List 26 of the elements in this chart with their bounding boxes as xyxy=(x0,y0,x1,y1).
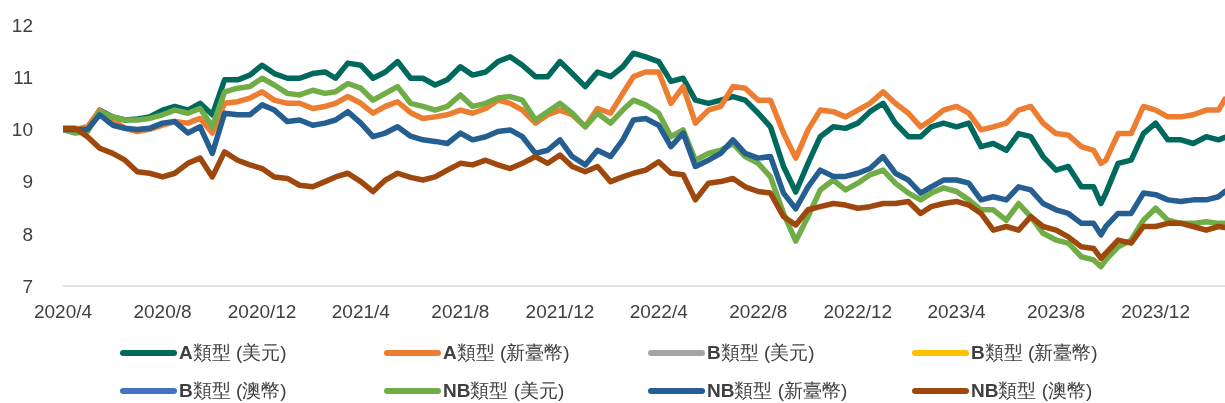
y-tick-label: 11 xyxy=(13,66,33,88)
x-tick-label: 2023/8 xyxy=(1027,301,1086,323)
legend-label: NB類型 (美元) xyxy=(443,380,565,401)
y-tick-label: 7 xyxy=(22,275,33,297)
x-tick-label: 2021/4 xyxy=(331,301,391,323)
legend-label: A類型 (美元) xyxy=(179,342,287,363)
y-tick-label: 8 xyxy=(22,223,33,245)
legend-label: NB類型 (新臺幣) xyxy=(707,380,848,401)
x-tick-label: 2023/12 xyxy=(1121,301,1190,323)
legend-label: NB類型 (澳幣) xyxy=(971,380,1093,401)
legend-label: B類型 (新臺幣) xyxy=(971,342,1098,363)
y-tick-label: 12 xyxy=(11,14,33,36)
y-tick-label: 10 xyxy=(11,119,33,141)
x-tick-label: 2020/12 xyxy=(227,301,297,323)
legend-label: B類型 (澳幣) xyxy=(179,380,287,401)
legend-label: A類型 (新臺幣) xyxy=(443,342,570,363)
y-tick-label: 9 xyxy=(22,171,33,193)
x-tick-label: 2021/8 xyxy=(431,301,490,323)
x-tick-label: 2022/4 xyxy=(629,301,689,323)
x-tick-label: 2020/4 xyxy=(33,301,93,323)
x-tick-label: 2022/12 xyxy=(823,301,893,323)
x-tick-label: 2023/4 xyxy=(927,301,987,323)
legend-label: B類型 (美元) xyxy=(707,342,815,363)
x-tick-label: 2020/8 xyxy=(133,301,192,323)
x-tick-label: 2022/8 xyxy=(729,301,788,323)
x-tick-label: 2021/12 xyxy=(525,301,595,323)
